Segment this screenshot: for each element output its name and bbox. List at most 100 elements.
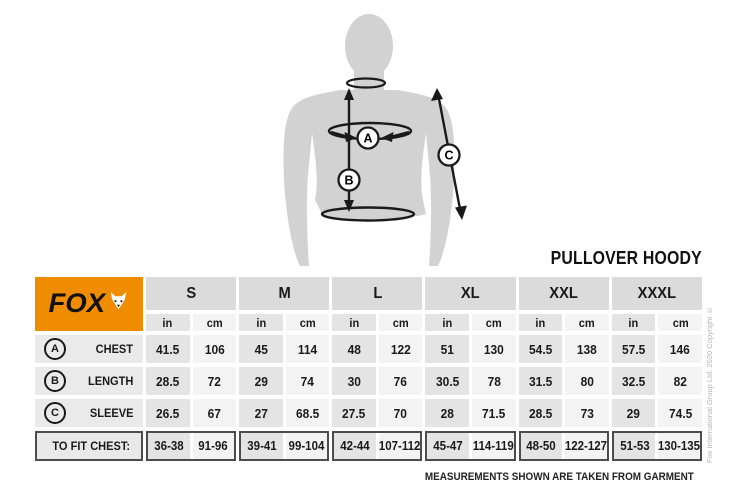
fit-value-cell: 114-119 [472,433,514,459]
unit-header-cell: cm [285,314,330,331]
hem-ellipse [320,206,416,222]
row-label: SLEEVE [89,406,134,420]
unit-header-cell: in [611,314,656,331]
value-cell: 29 [611,399,656,427]
value-cell: 57.5 [611,335,656,363]
unit-header-cell: in [239,314,283,331]
value-cell: 27.5 [332,399,376,427]
fit-pair-box: 48-50 122-127 [518,431,609,461]
fox-head-icon [110,291,127,309]
value-cell: 130 [472,335,516,363]
measurement-label-cell: A CHEST [35,335,143,363]
size-header-cell: XL [425,277,516,310]
value-cell: 45 [239,335,283,363]
unit-header-cell: cm [378,314,423,331]
value-cell: 146 [658,335,702,363]
unit-header-cell: cm [565,314,609,331]
size-header-cell: L [332,277,423,310]
value-cell: 27 [239,399,283,427]
value-cell: 74 [285,367,330,395]
value-cell: 82 [658,367,702,395]
size-header-cell: M [239,277,330,310]
fit-label-cell: TO FIT CHEST: [35,431,143,461]
value-cell: 114 [285,335,330,363]
unit-header-cell: in [425,314,470,331]
badge-A: A [356,126,380,150]
value-cell: 80 [565,367,609,395]
fit-value-cell: 122-127 [565,433,607,459]
value-cell: 122 [378,335,423,363]
fit-pair-box: 42-44 107-112 [332,431,423,461]
value-cell: 26.5 [146,399,190,427]
size-header-cell: XXL [518,277,609,310]
value-cell: 78 [472,367,516,395]
svg-text:C: C [444,149,453,163]
value-cell: 32.5 [611,367,656,395]
value-cell: 41.5 [146,335,190,363]
fit-pair-box: 36-38 91-96 [146,431,237,461]
measurement-label-cell: C SLEEVE [35,399,143,427]
fit-value-cell: 91-96 [192,433,235,459]
value-cell: 51 [425,335,470,363]
page-title: PULLOVER HOODY [550,248,702,268]
unit-header-cell: in [146,314,190,331]
measurement-label-cell: B LENGTH [35,367,143,395]
value-cell: 28 [425,399,470,427]
neck-ellipse [345,77,387,89]
size-table: FOX S M L XL XXL XXXL in cm in cm in cm in cm in cm in cm… [35,277,702,461]
size-header-cell: XXXL [611,277,702,310]
fit-value-cell: 107-112 [378,433,420,459]
fit-pair-box: 39-41 99-104 [239,431,330,461]
fit-value-cell: 99-104 [285,433,328,459]
unit-header-cell: cm [192,314,237,331]
value-cell: 28.5 [146,367,190,395]
fit-value-cell: 48-50 [520,433,563,459]
value-cell: 67 [192,399,237,427]
value-cell: 76 [378,367,423,395]
fit-value-cell: 45-47 [427,433,470,459]
fit-value-cell: 36-38 [148,433,190,459]
fit-value-cell: 51-53 [613,433,656,459]
torso-measurement-diagram: A B C [283,14,467,266]
fit-value-cell: 130-135 [658,433,700,459]
badge-C: C [437,143,461,167]
torso-silhouette [283,14,455,266]
row-key-badge: B [44,370,66,392]
value-cell: 73 [565,399,609,427]
value-cell: 54.5 [518,335,563,363]
row-label: LENGTH [87,374,134,388]
svg-text:A: A [363,132,372,146]
value-cell: 48 [332,335,376,363]
fox-logo-text: FOX [48,287,105,318]
value-cell: 71.5 [472,399,516,427]
svg-text:B: B [344,174,353,188]
fit-pair-box: 51-53 130-135 [611,431,702,461]
measurement-note: MEASUREMENTS SHOWN ARE TAKEN FROM GARMEN… [425,471,694,483]
size-header-cell: S [146,277,237,310]
row-label: CHEST [95,342,134,356]
value-cell: 29 [239,367,283,395]
copyright-text: Fox International Group Ltd. 2020 Copyri… [705,305,714,463]
unit-header-cell: in [518,314,563,331]
badge-B: B [337,168,361,192]
fit-value-cell: 39-41 [241,433,283,459]
chest-arrows [330,130,410,142]
value-cell: 28.5 [518,399,563,427]
value-cell: 70 [378,399,423,427]
value-cell: 31.5 [518,367,563,395]
value-cell: 68.5 [285,399,330,427]
value-cell: 30.5 [425,367,470,395]
value-cell: 30 [332,367,376,395]
value-cell: 74.5 [658,399,702,427]
fox-logo-box: FOX [35,277,143,331]
unit-header-cell: in [332,314,376,331]
value-cell: 106 [192,335,237,363]
unit-header-cell: cm [472,314,516,331]
value-cell: 138 [565,335,609,363]
value-cell: 72 [192,367,237,395]
fit-pair-box: 45-47 114-119 [425,431,516,461]
unit-header-cell: cm [658,314,702,331]
row-key-badge: C [44,402,66,424]
fit-value-cell: 42-44 [334,433,376,459]
